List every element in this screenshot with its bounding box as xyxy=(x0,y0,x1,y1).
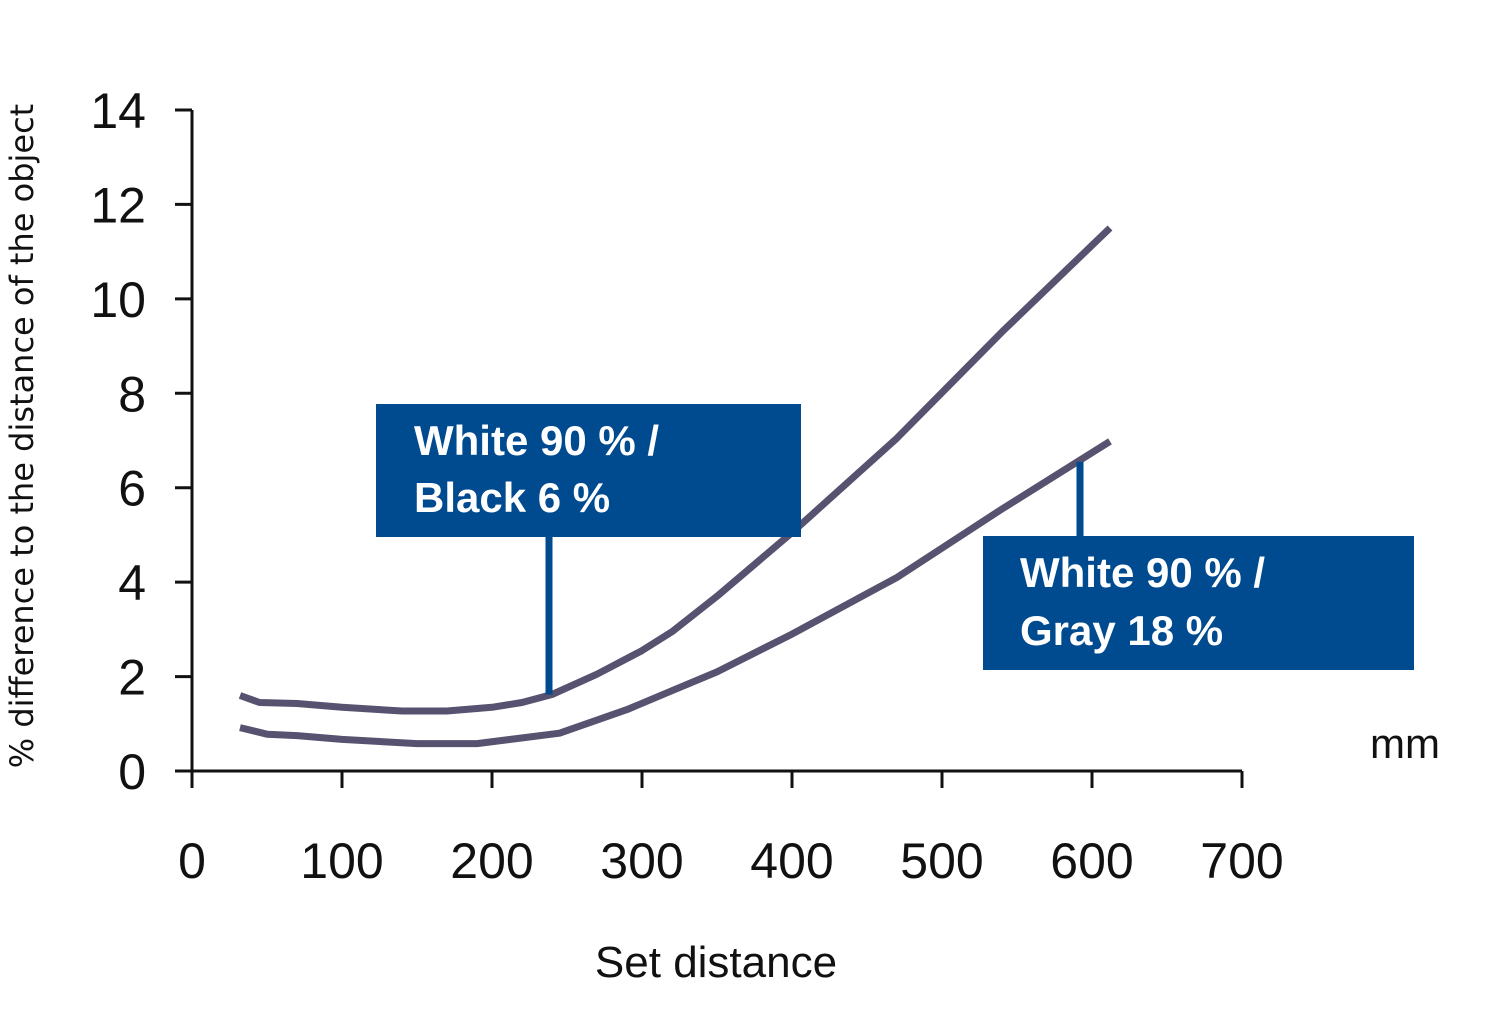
annotation-2: White 90 % / Gray 18 % xyxy=(983,461,1414,670)
y-axis-title: % difference to the distance of the obje… xyxy=(3,104,41,768)
y-tick-label: 6 xyxy=(118,461,146,517)
series-line-2 xyxy=(239,438,1112,748)
annotation-layer: White 90 % / Black 6 % White 90 % / Gray 18… xyxy=(376,404,1414,695)
axes: 0 100 200 300 400 500 600 700 0 2 4 6 8 10 12 14 xyxy=(90,83,1283,889)
annotation-box xyxy=(376,404,801,537)
x-tick-label: 200 xyxy=(450,833,533,889)
annotation-text-line: Black 6 % xyxy=(414,474,610,521)
y-tick-label: 4 xyxy=(118,555,146,611)
y-tick-label: 12 xyxy=(90,177,146,233)
y-tick-label: 10 xyxy=(90,272,146,328)
x-tick-label: 400 xyxy=(750,833,833,889)
annotation-box xyxy=(983,536,1414,670)
annotation-text-line: White 90 % / xyxy=(1020,549,1265,596)
y-tick-label: 8 xyxy=(118,366,146,422)
annotation-1: White 90 % / Black 6 % xyxy=(376,404,801,695)
x-tick-label: 600 xyxy=(1050,833,1133,889)
y-tick-label: 2 xyxy=(118,650,146,706)
x-tick-label: 0 xyxy=(178,833,206,889)
x-axis-title: Set distance xyxy=(595,938,837,987)
x-axis-unit: mm xyxy=(1370,720,1440,767)
y-tick-label: 0 xyxy=(118,744,146,800)
x-tick-label: 500 xyxy=(900,833,983,889)
x-tick-label: 100 xyxy=(300,833,383,889)
x-tick-label: 300 xyxy=(600,833,683,889)
annotation-text-line: Gray 18 % xyxy=(1020,607,1223,654)
annotation-text-line: White 90 % / xyxy=(414,417,659,464)
y-tick-label: 14 xyxy=(90,83,146,139)
x-tick-label: 700 xyxy=(1200,833,1283,889)
